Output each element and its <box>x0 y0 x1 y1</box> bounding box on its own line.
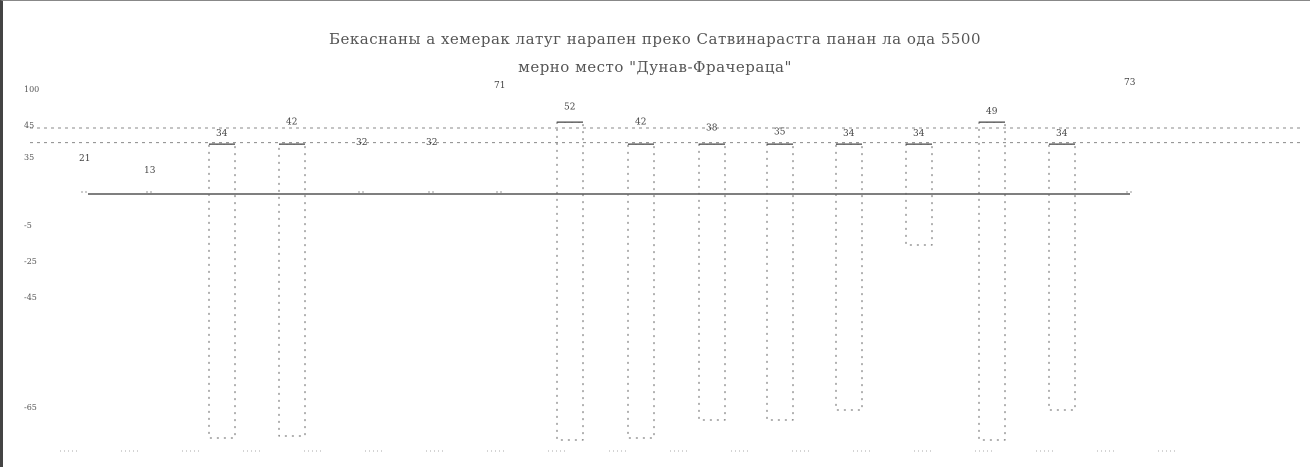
bar <box>698 143 726 421</box>
reference-lines <box>30 127 1300 144</box>
bar-value-label: 32 <box>426 138 437 148</box>
bar <box>278 143 306 437</box>
bar-value-label: 35 <box>774 128 786 138</box>
bar-value-label: 21 <box>79 154 90 164</box>
bar-value-label: 32 <box>356 138 367 148</box>
y-tick-label: -65 <box>24 403 37 412</box>
chart-title: Бекаснаны а хемерак латуг нарапен преко … <box>329 30 981 48</box>
chart-subtitle: мерно место "Дунав-Фрачераца" <box>518 58 792 76</box>
y-tick-label: 35 <box>24 153 34 162</box>
bar <box>627 143 655 439</box>
bar <box>766 143 794 421</box>
bar-value-label: 42 <box>635 117 646 127</box>
bar-value-label: 34 <box>216 129 228 139</box>
bar-value-label: 71 <box>494 81 505 91</box>
bar <box>556 121 584 441</box>
bar <box>905 143 933 246</box>
bar-series <box>81 121 1134 441</box>
y-tick-label: 100 <box>24 85 39 94</box>
bar-value-label: 34 <box>1056 129 1068 139</box>
bar-value-label: 52 <box>564 103 575 113</box>
y-tick-label: 45 <box>24 121 34 130</box>
y-tick-label: -5 <box>24 221 32 230</box>
bar-value-label: 34 <box>913 129 925 139</box>
bar-value-label: 38 <box>706 123 718 133</box>
bar-value-label: 34 <box>843 129 855 139</box>
y-tick-label: -45 <box>24 293 37 302</box>
bar-value-labels: 21 13 34 42 32 32 71 52 42 38 35 34 34 49 34 73 <box>79 78 1136 176</box>
bar <box>835 143 863 411</box>
y-axis-ticks: 100 45 35 -5 -25 -45 -65 <box>24 85 1178 452</box>
bar-value-label: 73 <box>1124 78 1136 88</box>
bar <box>208 143 236 439</box>
bar <box>978 121 1006 441</box>
y-tick-label: -25 <box>24 257 37 266</box>
bar <box>1048 143 1076 411</box>
bar-value-label: 13 <box>144 166 156 176</box>
bar-value-label: 42 <box>286 117 297 127</box>
bar-value-label: 49 <box>986 107 998 117</box>
